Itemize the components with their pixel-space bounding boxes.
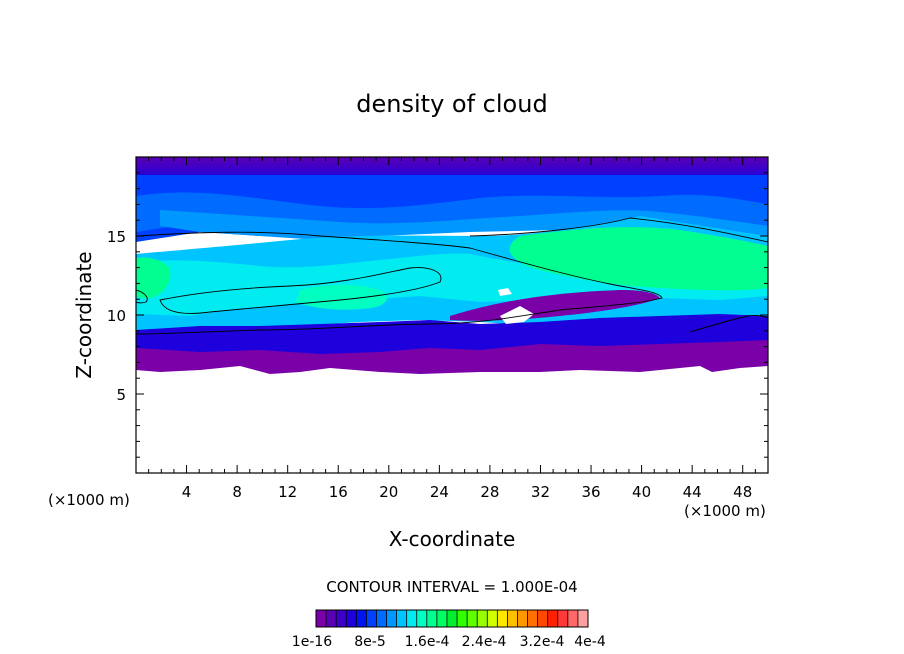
colorbar-swatch [477, 610, 488, 627]
colorbar-tick-label: 1.6e-4 [405, 634, 450, 650]
x-tick-label: 12 [278, 483, 297, 501]
colorbar-frame [315, 609, 589, 628]
x-unit-label-right: (×1000 m) [684, 502, 766, 520]
colorbar-swatch [326, 610, 337, 627]
x-unit-label-left: (×1000 m) [48, 491, 130, 509]
colorbar-swatch [537, 610, 549, 627]
contour-interval-label: CONTOUR INTERVAL = 1.000E-04 [326, 578, 577, 596]
contour-lines [136, 217, 768, 335]
y-tick-labels: 5 10 15 [107, 228, 126, 404]
colorbar-swatch [527, 610, 538, 627]
y-tick-label: 15 [107, 228, 126, 246]
colorbar-swatch [467, 610, 478, 627]
chart-title: density of cloud [356, 90, 547, 118]
cloud-core-mid [296, 284, 387, 310]
colorbar-tick-label: 1e-16 [292, 634, 332, 650]
colorbar-labels: 1e-16 8e-5 1.6e-4 2.4e-4 3.2e-4 4e-4 [292, 634, 606, 650]
colorbar-tick-label: 2.4e-4 [462, 634, 507, 650]
colorbar-swatch [366, 610, 377, 627]
purple-wedge [450, 290, 660, 321]
x-axis-title: X-coordinate [389, 527, 516, 551]
colorbar-swatch [577, 610, 589, 627]
x-tick-label: 4 [182, 483, 192, 501]
x-tick-label: 28 [480, 483, 499, 501]
cloud-core-left [136, 257, 171, 299]
colorbar-swatch [386, 610, 397, 627]
colorbar-swatch [567, 610, 579, 627]
cloud-core-right [509, 227, 768, 291]
colorbar-swatch [356, 610, 367, 627]
colorbar-swatch [487, 610, 498, 627]
colorbar-swatch [426, 610, 438, 627]
band-top-layer [136, 157, 768, 179]
x-tick-label: 24 [430, 483, 449, 501]
colorbar-swatch [416, 610, 428, 627]
x-tick-label: 44 [683, 483, 702, 501]
colorbar-swatch [406, 610, 418, 627]
band-upper-sky [160, 210, 768, 240]
band-main-cloud-inner [136, 253, 768, 316]
colorbar-swatch [457, 610, 468, 627]
colorbar-swatch [547, 610, 559, 627]
y-axis-title: Z-coordinate [72, 251, 96, 378]
gap-dot [498, 288, 512, 296]
colorbar-swatch [346, 610, 357, 627]
band-lower-darkblue [136, 314, 768, 354]
colorbar-swatch [497, 610, 508, 627]
colorbar-swatch [396, 610, 407, 627]
colorbar-tick-label: 8e-5 [354, 634, 385, 650]
y-tick-label: 10 [107, 307, 126, 325]
x-tick-label: 8 [232, 483, 242, 501]
colorbar-tick-label: 4e-4 [574, 634, 606, 650]
x-tick-label: 20 [379, 483, 398, 501]
gap-small [500, 306, 534, 324]
y-tick-label: 5 [116, 386, 126, 404]
colorbar-swatch [507, 610, 518, 627]
colorbar-swatch [316, 610, 327, 627]
colorbar-swatch [336, 610, 347, 627]
colorbar-swatch [557, 610, 569, 627]
x-tick-labels: 4 8 12 16 20 24 28 32 36 40 44 48 [182, 483, 752, 501]
axis-ticks [136, 157, 768, 473]
x-tick-label: 36 [581, 483, 600, 501]
x-tick-label: 48 [733, 483, 752, 501]
colorbar-swatch [446, 610, 458, 627]
colorbar-tick-label: 3.2e-4 [520, 634, 565, 650]
colorbar [315, 609, 589, 628]
cloud-density-field [136, 157, 768, 374]
x-tick-label: 16 [329, 483, 348, 501]
x-tick-label: 40 [632, 483, 651, 501]
colorbar-swatch [436, 610, 448, 627]
colorbar-swatch [376, 610, 387, 627]
colorbar-swatch [517, 610, 528, 627]
x-tick-label: 32 [531, 483, 550, 501]
